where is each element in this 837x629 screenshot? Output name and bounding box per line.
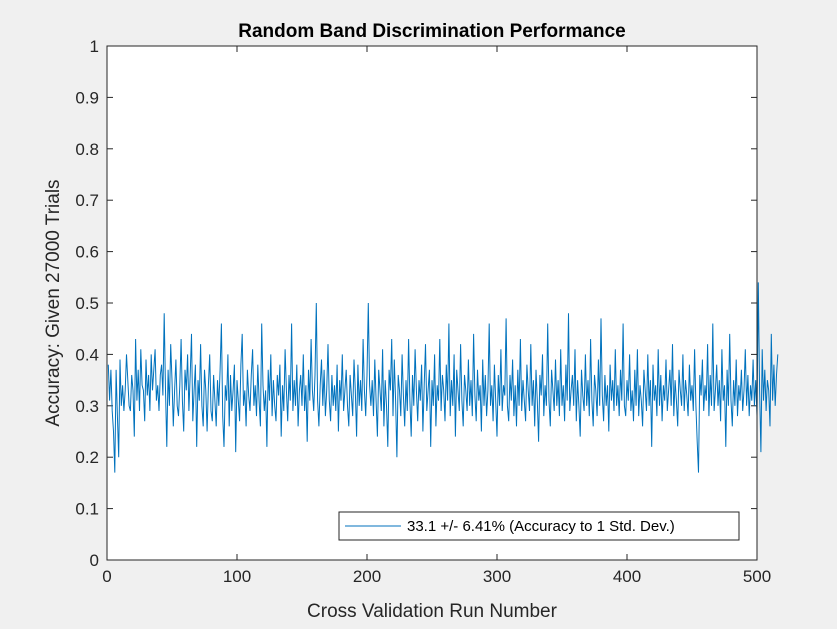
legend-box	[338, 511, 740, 541]
y-tick-label: 0.4	[75, 345, 99, 364]
y-tick-label: 1	[90, 37, 99, 56]
y-tick-label: 0.2	[75, 448, 99, 467]
y-tick-label: 0	[90, 551, 99, 570]
y-tick-label: 0.3	[75, 397, 99, 416]
x-tick-label: 500	[743, 567, 771, 586]
x-tick-label: 400	[613, 567, 641, 586]
x-tick-label: 200	[353, 567, 381, 586]
legend-entry: 33.1 +/- 6.41% (Accuracy to 1 Std. Dev.)	[407, 518, 675, 535]
series-line	[107, 282, 779, 473]
y-tick-label: 0.6	[75, 243, 99, 262]
y-tick-label: 0.5	[75, 294, 99, 313]
x-tick-label: 300	[483, 567, 511, 586]
y-tick-label: 0.8	[75, 140, 99, 159]
x-axis-label: Cross Validation Run Number	[307, 601, 558, 622]
x-tick-label: 100	[223, 567, 251, 586]
y-axis-label: Accuracy: Given 27000 Trials	[43, 179, 64, 426]
y-tick-label: 0.9	[75, 88, 99, 107]
x-tick-label: 0	[102, 567, 111, 586]
plot-area	[107, 46, 757, 560]
tick-labels: 0 100 200 300 400 500 0 0.1 0.2 0.3 0.4 0.5 0.6 0.7 0.…	[75, 37, 771, 586]
plot-box	[106, 45, 758, 561]
y-tick-label: 0.7	[75, 191, 99, 210]
chart-title: Random Band Discrimination Performance	[238, 21, 625, 42]
y-tick-label: 0.1	[75, 500, 99, 519]
legend: 33.1 +/- 6.41% (Accuracy to 1 Std. Dev.)	[338, 511, 740, 541]
